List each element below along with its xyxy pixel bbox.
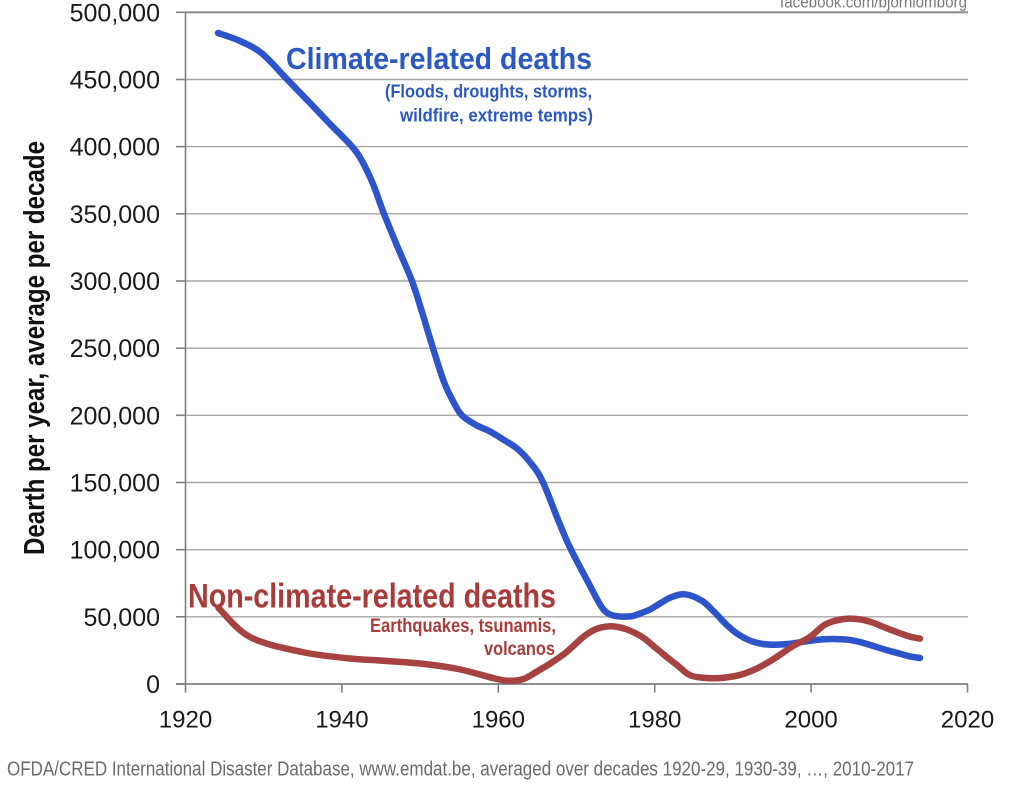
svg-text:facebook.com/bjornlomborg: facebook.com/bjornlomborg [780,0,967,12]
svg-text:0: 0 [146,671,160,699]
svg-text:OFDA/CRED International Disast: OFDA/CRED International Disaster Databas… [7,759,914,781]
svg-text:2000: 2000 [784,707,837,734]
svg-text:400,000: 400,000 [70,134,160,162]
svg-text:250,000: 250,000 [70,335,160,363]
svg-text:300,000: 300,000 [70,268,160,296]
svg-text:2020: 2020 [941,707,994,734]
svg-text:wildfire, extreme temps): wildfire, extreme temps) [399,105,593,126]
svg-text:Earthquakes, tsunamis,: Earthquakes, tsunamis, [370,616,556,637]
svg-text:500,000: 500,000 [70,0,160,27]
svg-text:1940: 1940 [315,707,368,734]
svg-text:450,000: 450,000 [70,67,160,95]
svg-text:200,000: 200,000 [70,402,160,430]
svg-text:350,000: 350,000 [70,201,160,229]
svg-text:Climate-related deaths: Climate-related deaths [286,41,592,76]
svg-text:150,000: 150,000 [70,470,160,498]
svg-text:Non-climate-related deaths: Non-climate-related deaths [188,578,556,616]
svg-text:100,000: 100,000 [70,537,160,565]
svg-text:1980: 1980 [628,707,681,734]
svg-text:1920: 1920 [159,707,212,734]
svg-text:Dearth per year, average per d: Dearth per year, average per decade [19,141,51,555]
svg-text:volcanos: volcanos [484,639,555,660]
svg-text:1960: 1960 [472,707,525,734]
svg-text:50,000: 50,000 [84,604,160,632]
svg-text:(Floods, droughts, storms,: (Floods, droughts, storms, [385,81,592,102]
